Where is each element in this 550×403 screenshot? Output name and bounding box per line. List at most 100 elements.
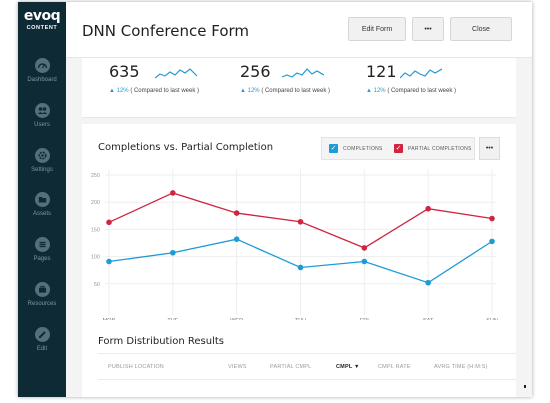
sidebar-item-label: Pages <box>33 256 51 262</box>
distribution-card: Form Distribution Results PUBLISH LOCATI… <box>82 320 516 397</box>
chart-title: Completions vs. Partial Completion <box>98 142 274 153</box>
more-options-button[interactable]: ••• <box>412 17 444 41</box>
stat-item: 635 ▲ 12% ( Compared to last week ) <box>109 62 199 94</box>
stat-comparison: ▲ 12% ( Compared to last week ) <box>109 88 199 94</box>
data-point <box>361 258 368 265</box>
corner-mark <box>524 385 526 388</box>
brand: evoq CONTENT <box>18 8 66 31</box>
sparkline-icon <box>282 68 324 78</box>
x-tick-label: TUE <box>167 318 178 320</box>
chart-legend: ✓ COMPLETIONS ✓ PARTIAL COMPLETIONS <box>321 137 475 160</box>
data-point <box>233 210 240 216</box>
sparkline-icon <box>400 68 442 79</box>
sort-desc-icon: ▼ <box>354 364 360 370</box>
data-point <box>425 279 431 286</box>
y-tick-label: 50 <box>94 282 100 288</box>
close-button[interactable]: Close <box>450 17 512 41</box>
folder-icon <box>34 192 50 207</box>
stat-item: 121 ▲ 12% ( Compared to last week ) <box>366 62 456 94</box>
sidebar-item-resources[interactable]: Resources <box>18 282 66 307</box>
checkbox-icon: ✓ <box>329 144 338 153</box>
pages-icon <box>34 237 50 252</box>
app-window: evoq CONTENT Dashboard Users Settings <box>18 2 532 397</box>
column-cmpl-rate[interactable]: CMPL RATE <box>378 364 411 370</box>
checkbox-icon: ✓ <box>394 144 403 153</box>
sidebar-item-label: Edit <box>36 346 48 352</box>
stat-comparison-label: ( Compared to last week ) <box>130 88 200 94</box>
completions-chart-card: 250 200 150 100 50 MON TUE WED THU FRI SAT SUN Comp… <box>82 124 516 320</box>
stat-item: 256 ▲ 12% ( Compared to last week ) <box>240 62 330 94</box>
chart-options-button[interactable]: ••• <box>479 137 500 160</box>
sidebar-item-label: Assets <box>32 211 51 217</box>
sidebar-item-label: Dashboard <box>27 77 57 83</box>
pencil-icon <box>34 327 50 342</box>
sidebar-item-users[interactable]: Users <box>18 103 66 128</box>
column-publish-location[interactable]: PUBLISH LOCATION <box>108 364 164 370</box>
sparkline-icon <box>155 68 197 79</box>
trend-up-icon: ▲ <box>109 88 115 94</box>
speedometer-icon <box>34 58 50 73</box>
data-point <box>425 205 431 212</box>
sidebar-item-edit[interactable]: Edit <box>18 327 66 352</box>
stat-comparison-label: ( Compared to last week ) <box>261 88 331 94</box>
y-tick-label: 200 <box>91 200 100 206</box>
y-tick-label: 100 <box>91 255 100 261</box>
data-point <box>106 258 112 265</box>
data-point <box>361 245 368 251</box>
y-tick-label: 250 <box>91 173 100 179</box>
sidebar-item-assets[interactable]: Assets <box>18 192 66 217</box>
stat-value: 635 <box>109 62 140 81</box>
data-point <box>489 238 495 245</box>
data-point <box>106 219 112 226</box>
x-tick-label: FRI <box>360 318 369 320</box>
distribution-title: Form Distribution Results <box>98 336 224 347</box>
data-point <box>489 215 495 222</box>
x-tick-label: WED <box>230 318 243 320</box>
stats-panel: 635 ▲ 12% ( Compared to last week ) 256 … <box>82 58 516 118</box>
x-tick-label: SAT <box>423 318 434 320</box>
main-content: 635 ▲ 12% ( Compared to last week ) 256 … <box>66 58 532 397</box>
page-title: DNN Conference Form <box>82 22 250 40</box>
column-partial-cmpl[interactable]: PARTIAL CMPL <box>270 364 312 370</box>
data-point <box>297 264 304 271</box>
table-header: PUBLISH LOCATION VIEWS PARTIAL CMPL CMPL… <box>98 353 516 380</box>
x-tick-label: THU <box>295 318 306 320</box>
stat-comparison: ▲ 12% ( Compared to last week ) <box>240 88 330 94</box>
column-avrg-time[interactable]: AVRG TIME (H:M:S) <box>434 364 488 370</box>
column-views[interactable]: VIEWS <box>228 364 247 370</box>
data-point <box>233 236 240 242</box>
stat-comparison: ▲ 12% ( Compared to last week ) <box>366 88 456 94</box>
stat-value: 121 <box>366 62 397 81</box>
sidebar-item-label: Settings <box>31 167 53 173</box>
legend-toggle-partial[interactable]: ✓ PARTIAL COMPLETIONS <box>394 144 472 153</box>
trend-up-icon: ▲ <box>366 88 372 94</box>
data-point <box>170 190 176 196</box>
edit-form-button[interactable]: Edit Form <box>348 17 406 41</box>
stat-value: 256 <box>240 62 271 81</box>
brand-logo: evoq <box>23 8 61 24</box>
legend-toggle-completions[interactable]: ✓ COMPLETIONS <box>329 144 383 153</box>
data-point <box>297 218 304 225</box>
trend-up-icon: ▲ <box>240 88 246 94</box>
page-header: DNN Conference Form Edit Form ••• Close <box>66 2 532 58</box>
brand-subtitle: CONTENT <box>26 25 58 31</box>
legend-label: COMPLETIONS <box>343 145 383 152</box>
x-tick-label: SUN <box>486 318 498 320</box>
sidebar: evoq CONTENT Dashboard Users Settings <box>18 2 66 397</box>
legend-label: PARTIAL COMPLETIONS <box>408 145 472 152</box>
stat-comparison-label: ( Compared to last week ) <box>387 88 457 94</box>
sidebar-item-label: Resources <box>27 301 57 307</box>
data-point <box>170 249 176 256</box>
sidebar-item-pages[interactable]: Pages <box>18 237 66 262</box>
sidebar-item-settings[interactable]: Settings <box>18 148 66 173</box>
sidebar-item-dashboard[interactable]: Dashboard <box>18 58 66 83</box>
stat-change: 12% <box>373 88 386 94</box>
column-label: CMPL <box>336 364 353 370</box>
stat-change: 12% <box>247 88 260 94</box>
gear-icon <box>34 148 50 163</box>
sidebar-item-label: Users <box>34 122 50 128</box>
y-tick-label: 150 <box>91 227 100 233</box>
briefcase-icon <box>34 282 50 297</box>
line-chart: 250 200 150 100 50 MON TUE WED THU FRI SAT SUN <box>91 169 498 320</box>
column-cmpl[interactable]: CMPL ▼ <box>336 364 360 370</box>
